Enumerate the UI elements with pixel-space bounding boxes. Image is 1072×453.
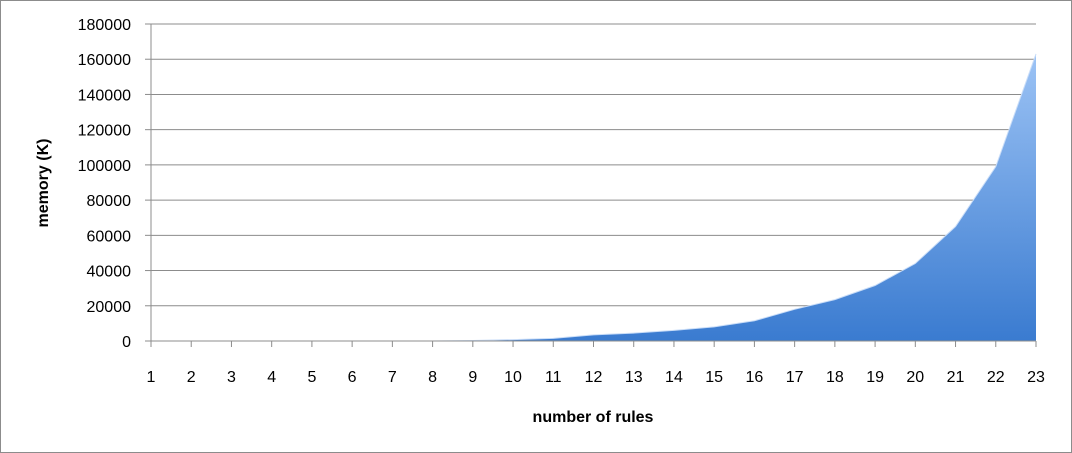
x-tick-label: 7 [388, 369, 397, 386]
y-tick-label: 80000 [87, 193, 132, 210]
x-tick-labels: 1 2 3 4 5 6 7 8 9 10 11 12 13 14 15 16 17 18 19 20 21 22 23 [147, 341, 1045, 386]
x-tick-label: 10 [504, 369, 522, 386]
x-tick-label: 20 [906, 369, 924, 386]
x-tick-label: 21 [947, 369, 965, 386]
y-tick-label: 180000 [78, 17, 131, 34]
x-tick-label: 8 [428, 369, 437, 386]
x-tick-label: 15 [705, 369, 723, 386]
x-tick-label: 19 [866, 369, 884, 386]
x-tick-label: 23 [1027, 369, 1045, 386]
x-axis-title: number of rules [533, 409, 654, 426]
y-tick-label: 120000 [78, 123, 131, 140]
x-tick-label: 11 [545, 369, 562, 386]
y-tick-labels: 0 20000 40000 60000 80000 100000 120000 140000 1… [78, 17, 151, 351]
y-tick-label: 100000 [78, 158, 131, 175]
x-tick-label: 9 [468, 369, 477, 386]
x-tick-label: 16 [746, 369, 764, 386]
y-axis-title: memory (K) [35, 139, 52, 228]
y-tick-label: 60000 [87, 228, 132, 245]
x-tick-label: 1 [147, 369, 156, 386]
y-tick-label: 0 [122, 334, 131, 351]
x-tick-label: 18 [826, 369, 844, 386]
y-tick-label: 20000 [87, 299, 132, 316]
x-tick-label: 6 [348, 369, 357, 386]
y-tick-label: 40000 [87, 264, 132, 281]
x-tick-label: 17 [786, 369, 804, 386]
x-tick-label: 2 [187, 369, 196, 386]
area-fill [151, 53, 1036, 341]
x-tick-label: 14 [665, 369, 683, 386]
x-tick-label: 5 [307, 369, 316, 386]
gridlines [151, 23, 1036, 307]
x-tick-label: 12 [585, 369, 603, 386]
x-tick-label: 4 [267, 369, 276, 386]
x-tick-label: 22 [987, 369, 1005, 386]
x-tick-label: 13 [625, 369, 643, 386]
y-tick-label: 160000 [78, 52, 131, 69]
x-tick-label: 3 [227, 369, 236, 386]
y-tick-label: 140000 [78, 87, 131, 104]
area-series [151, 53, 1037, 342]
